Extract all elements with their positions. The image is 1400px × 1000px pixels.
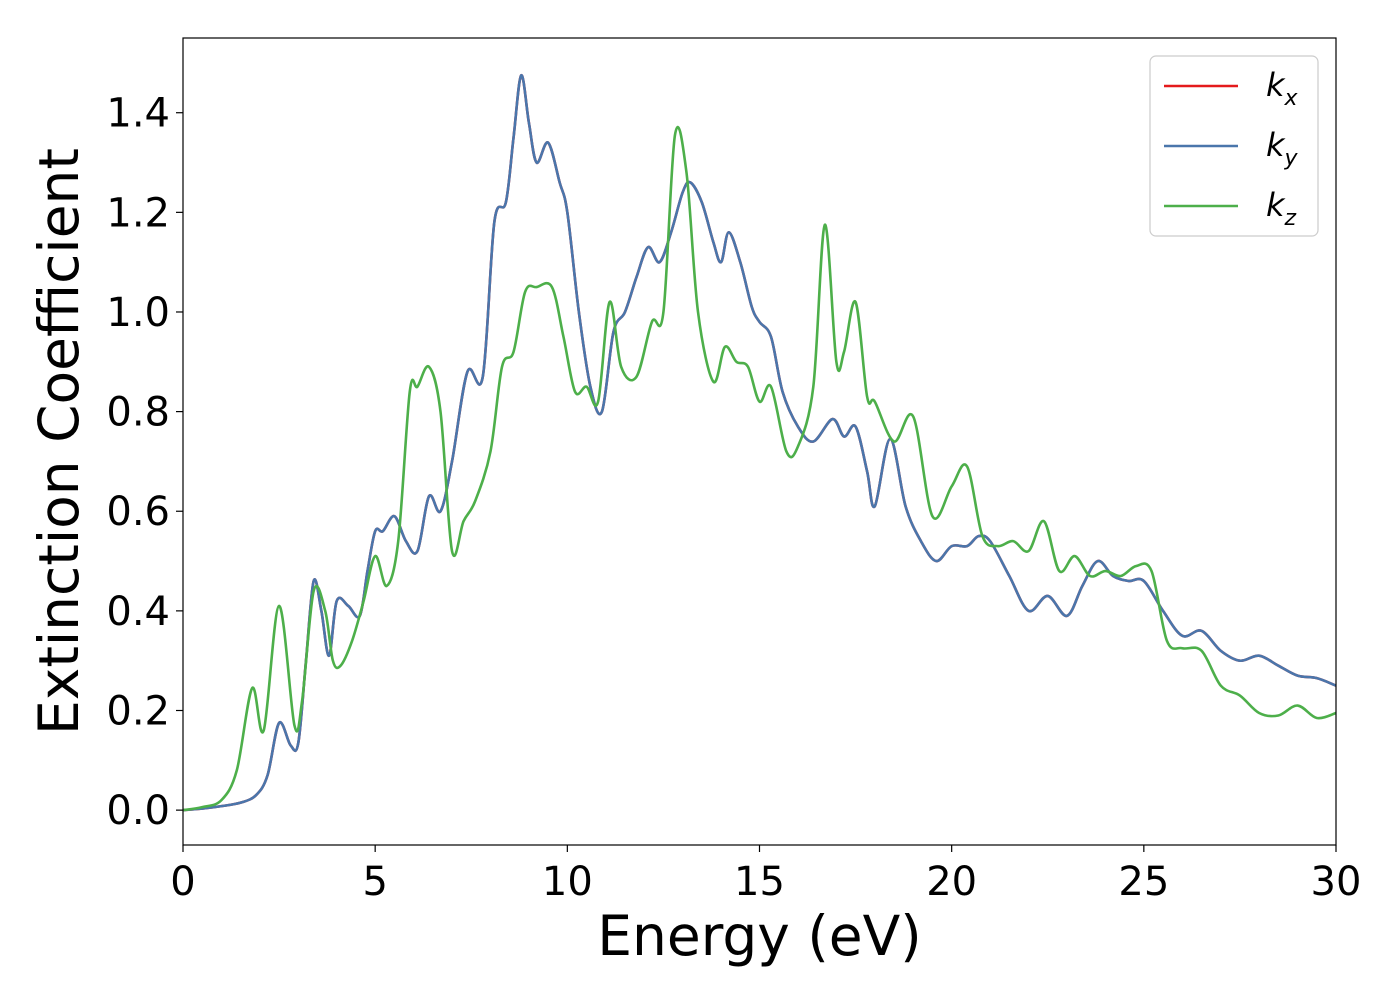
- plot-background: [183, 38, 1336, 845]
- legend-label-subscript: y: [1284, 146, 1299, 171]
- y-tick-label: 1.0: [106, 290, 170, 336]
- plot-area: [183, 38, 1336, 845]
- axes-layer: 0 5 10 15 20 25 30 0.0 0.2 0.4 0.6 0.8 1.0 1.2 1.4: [106, 37, 1362, 905]
- y-tick-label: 0.8: [106, 390, 170, 436]
- series-line-kz: [183, 125, 1336, 812]
- legend-label-kx: kx: [1266, 66, 1299, 111]
- y-axis-title: Extinction Coefficient: [27, 148, 91, 735]
- y-tick-label: 0.2: [106, 689, 170, 735]
- legend-label-subscript: x: [1284, 86, 1299, 111]
- x-tick-label: 25: [1118, 859, 1169, 905]
- legend-label-kz: kz: [1266, 186, 1297, 231]
- y-tick-label: 0.6: [106, 489, 170, 535]
- legend-label-ky: ky: [1266, 126, 1299, 171]
- y-tick-label: 0.0: [106, 788, 170, 834]
- x-tick-label: 10: [542, 859, 593, 905]
- y-tick-label: 0.4: [106, 589, 170, 635]
- y-tick-label: 1.4: [106, 91, 170, 137]
- legend-label-subscript: z: [1284, 206, 1297, 231]
- legend-label-main: k: [1266, 66, 1286, 104]
- legend-label-main: k: [1266, 126, 1286, 164]
- x-tick-label: 30: [1311, 859, 1362, 905]
- x-tick-label: 15: [734, 859, 785, 905]
- legend-label-main: k: [1266, 186, 1286, 224]
- x-tick-label: 5: [362, 859, 387, 905]
- y-tick-label: 1.2: [106, 190, 170, 236]
- x-axis-title: Energy (eV): [597, 904, 921, 968]
- x-tick-label: 20: [926, 859, 977, 905]
- x-tick-label: 0: [170, 859, 195, 905]
- series-layer: [183, 74, 1336, 812]
